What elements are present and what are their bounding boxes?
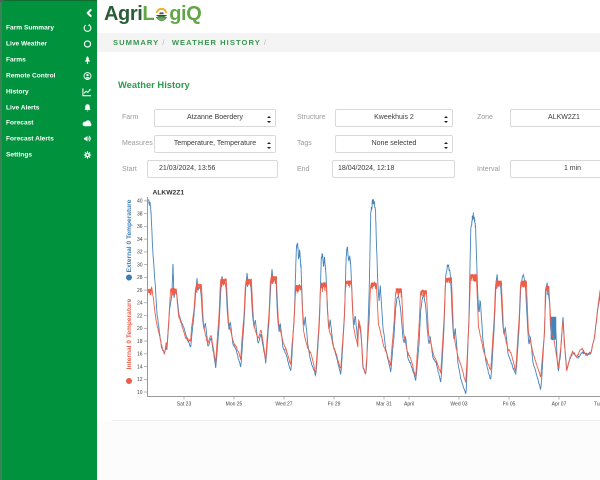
svg-text:36: 36 — [137, 224, 143, 230]
svg-text:26: 26 — [137, 288, 143, 294]
svg-text:Wed 03: Wed 03 — [450, 402, 467, 408]
svg-text:20: 20 — [137, 326, 143, 332]
svg-text:Mon 25: Mon 25 — [226, 402, 243, 408]
svg-text:28: 28 — [137, 275, 143, 281]
svg-text:Apr 07: Apr 07 — [552, 402, 567, 408]
svg-text:Fri 29: Fri 29 — [328, 402, 341, 408]
svg-text:Internal 0 Temperature: Internal 0 Temperature — [126, 298, 133, 369]
svg-text:ALKW2Z1: ALKW2Z1 — [153, 190, 185, 197]
svg-text:38: 38 — [137, 211, 143, 217]
svg-text:Tue 0: Tue 0 — [594, 402, 600, 408]
svg-text:40: 40 — [137, 199, 143, 205]
svg-text:16: 16 — [137, 352, 143, 358]
svg-text:18: 18 — [137, 339, 143, 345]
svg-text:32: 32 — [137, 250, 143, 256]
svg-text:14: 14 — [137, 364, 143, 370]
svg-text:April: April — [404, 402, 414, 408]
svg-text:12: 12 — [137, 377, 143, 383]
svg-text:External 0 Temperature: External 0 Temperature — [126, 199, 133, 272]
svg-text:22: 22 — [137, 313, 143, 319]
svg-text:Mar 31: Mar 31 — [376, 402, 392, 408]
svg-text:30: 30 — [137, 262, 143, 268]
svg-text:24: 24 — [137, 301, 143, 307]
svg-text:34: 34 — [137, 237, 143, 243]
svg-text:Sat 23: Sat 23 — [177, 402, 192, 408]
svg-text:Fri 05: Fri 05 — [503, 402, 516, 408]
svg-text:10: 10 — [137, 390, 143, 396]
svg-text:Wed 27: Wed 27 — [275, 402, 292, 408]
